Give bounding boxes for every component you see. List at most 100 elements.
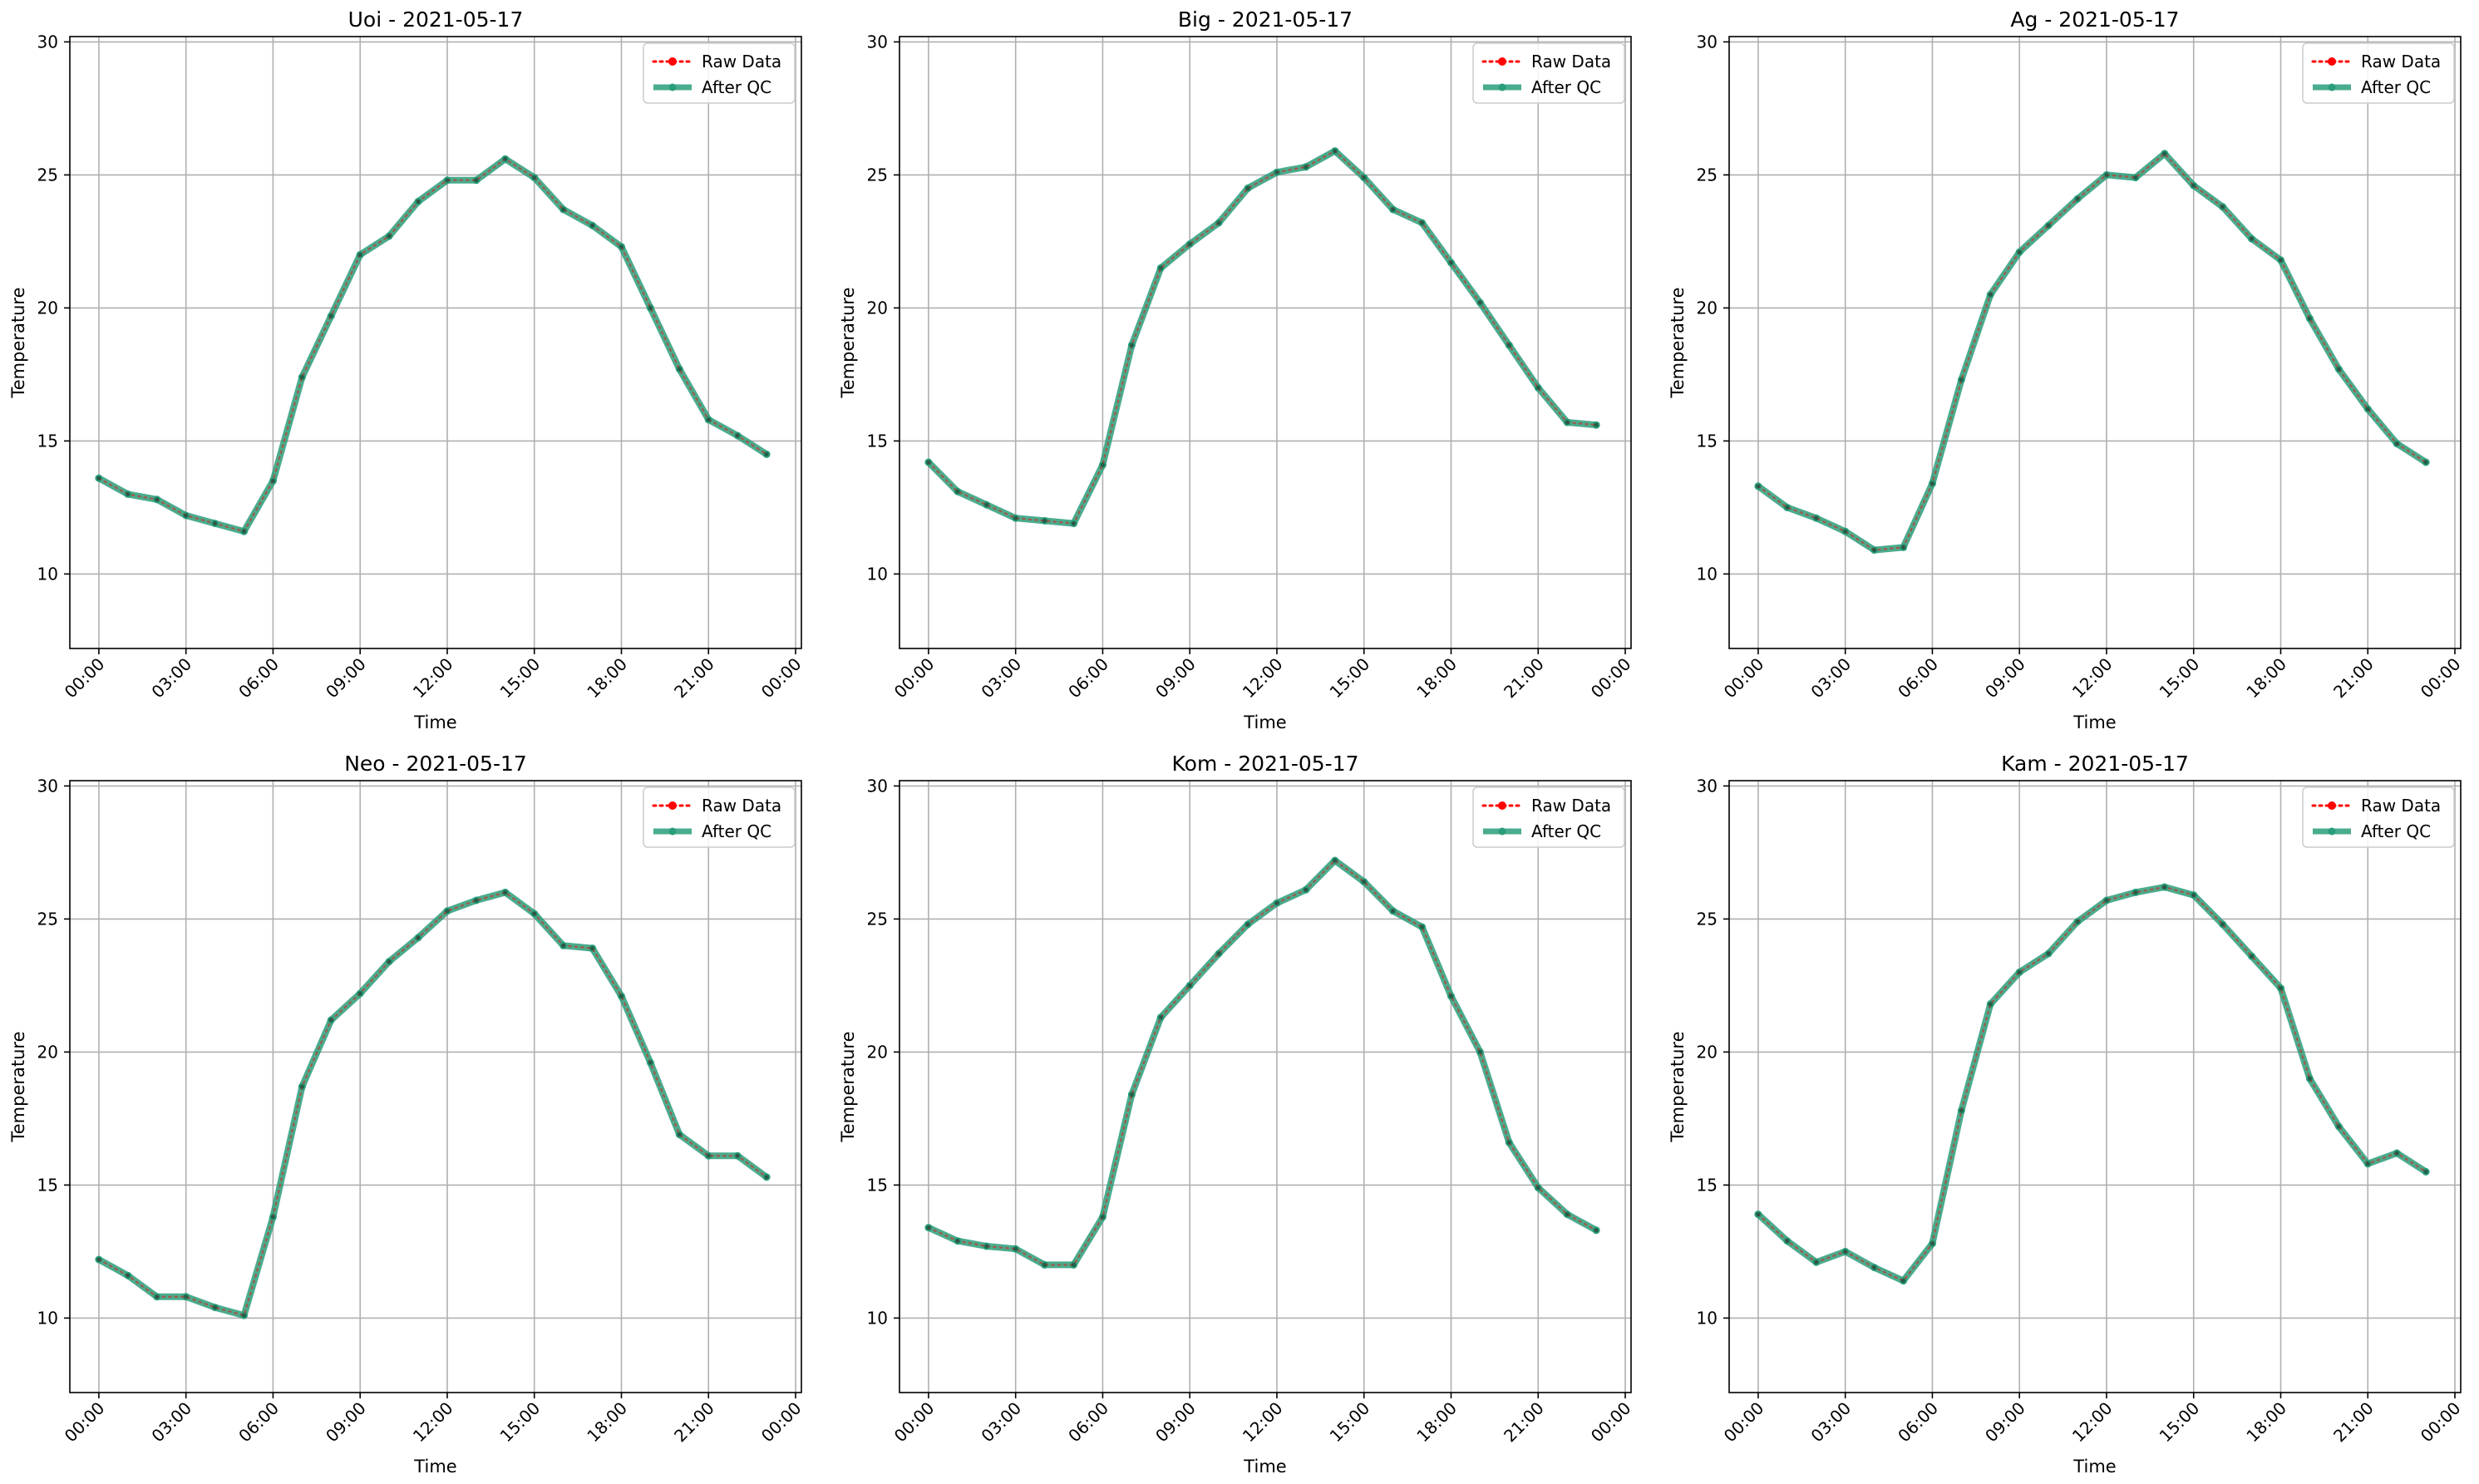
legend-marker-raw-data <box>668 801 677 810</box>
x-tick-label: 00:00 <box>1720 1398 1768 1447</box>
series-line-after-qc <box>1756 150 2428 554</box>
data-point-raw-data <box>1042 518 1047 524</box>
data-point-raw-data <box>1594 422 1599 427</box>
legend-marker-after-qc <box>2328 83 2336 91</box>
series-line-raw-data <box>927 859 1598 1266</box>
data-point-raw-data <box>2133 890 2138 895</box>
data-point-raw-data <box>1013 515 1018 520</box>
data-point-raw-data <box>155 1294 160 1299</box>
data-point-raw-data <box>2365 1161 2370 1166</box>
data-point-raw-data <box>503 156 508 161</box>
axes-frame <box>1728 36 2462 649</box>
x-tick-label: 12:00 <box>2068 1398 2117 1447</box>
data-point-raw-data <box>1843 1249 1848 1254</box>
data-point-raw-data <box>126 491 131 497</box>
data-point-raw-data <box>387 234 392 239</box>
x-tick-label: 00:00 <box>2417 1398 2465 1447</box>
x-tick-label: 15:00 <box>2156 1398 2204 1447</box>
data-point-raw-data <box>445 178 450 183</box>
data-point-raw-data <box>2104 172 2109 177</box>
data-point-raw-data <box>1304 165 1308 170</box>
legend-label-raw-data: Raw Data <box>702 796 781 816</box>
data-point-raw-data <box>706 417 711 422</box>
x-tick-label: 15:00 <box>1326 1398 1374 1447</box>
data-point-raw-data <box>648 1060 653 1065</box>
data-point-raw-data <box>1872 1265 1877 1270</box>
x-axis-label: Time <box>413 712 456 732</box>
series-line-after-qc <box>96 889 769 1319</box>
y-tick-label: 30 <box>1697 776 1718 796</box>
data-point-raw-data <box>2162 885 2167 890</box>
legend-label-after-qc: After QC <box>2361 821 2431 841</box>
data-point-raw-data <box>184 513 189 518</box>
y-tick-label: 20 <box>867 1042 888 1062</box>
y-tick-label: 10 <box>37 564 58 584</box>
data-point-raw-data <box>2365 407 2370 412</box>
legend-marker-raw-data <box>1498 57 1506 66</box>
y-tick-label: 25 <box>1697 165 1718 185</box>
data-point-raw-data <box>1304 887 1308 892</box>
x-tick-label: 21:00 <box>670 654 718 703</box>
subplot: 10 15 20 25 30 00:00 03:00 06:00 09:00 12:00 15:00… <box>838 752 1635 1477</box>
y-tick-label: 30 <box>37 776 58 796</box>
x-tick-label: 03:00 <box>977 654 1025 703</box>
y-tick-label: 20 <box>37 1042 58 1062</box>
x-tick-label: 00:00 <box>890 1398 939 1447</box>
data-point-raw-data <box>2249 954 2255 959</box>
data-point-raw-data <box>1391 909 1396 914</box>
x-tick-label: 09:00 <box>322 654 370 703</box>
data-point-raw-data <box>648 305 653 310</box>
legend: Raw Data After QC <box>2302 786 2455 848</box>
legend: Raw Data After QC <box>643 786 796 848</box>
data-point-raw-data <box>2133 175 2138 180</box>
data-point-raw-data <box>1959 1108 1964 1113</box>
x-tick-label: 00:00 <box>890 654 939 703</box>
legend-marker-raw-data <box>2328 57 2336 66</box>
y-tick-label: 15 <box>37 1175 58 1195</box>
data-point-raw-data <box>241 529 247 534</box>
data-point-raw-data <box>1419 220 1425 225</box>
x-tick-label: 09:00 <box>1151 654 1200 703</box>
y-tick-label: 15 <box>37 431 58 451</box>
x-tick-label: 00:00 <box>2417 654 2465 703</box>
legend-marker-raw-data <box>1498 801 1506 810</box>
y-tick-label: 10 <box>1697 1308 1718 1328</box>
data-point-raw-data <box>735 1153 740 1158</box>
x-tick-label: 06:00 <box>1064 654 1112 703</box>
data-point-raw-data <box>126 1273 131 1278</box>
data-point-raw-data <box>1391 207 1396 212</box>
data-point-raw-data <box>1506 1140 1511 1145</box>
x-tick-label: 00:00 <box>1587 654 1635 703</box>
data-point-raw-data <box>184 1294 189 1299</box>
data-point-raw-data <box>1274 900 1279 905</box>
data-point-raw-data <box>474 178 479 183</box>
x-axis-label: Time <box>2072 712 2116 732</box>
y-tick-label: 25 <box>867 909 888 929</box>
x-tick-label: 18:00 <box>583 1398 631 1447</box>
legend-label-raw-data: Raw Data <box>702 52 781 71</box>
x-tick-label: 03:00 <box>977 1398 1025 1447</box>
data-point-raw-data <box>1565 420 1570 425</box>
data-point-raw-data <box>1477 1049 1483 1054</box>
data-point-raw-data <box>1419 924 1425 929</box>
data-point-raw-data <box>445 909 450 914</box>
data-point-raw-data <box>2017 249 2022 254</box>
x-tick-label: 15:00 <box>2156 654 2204 703</box>
y-tick-label: 20 <box>1697 1042 1718 1062</box>
data-point-raw-data <box>2075 196 2080 201</box>
series-line-raw-data <box>927 150 1598 525</box>
legend-label-raw-data: Raw Data <box>2361 52 2441 71</box>
data-point-raw-data <box>589 946 595 951</box>
x-axis-label: Time <box>2072 1457 2116 1477</box>
x-tick-label: 18:00 <box>1412 654 1461 703</box>
data-point-raw-data <box>96 1257 101 1262</box>
x-tick-label: 12:00 <box>1239 1398 1287 1447</box>
data-point-raw-data <box>1448 260 1454 265</box>
y-tick-label: 10 <box>1697 564 1718 584</box>
data-point-raw-data <box>1506 343 1511 348</box>
y-tick-label: 25 <box>1697 909 1718 929</box>
y-tick-label: 30 <box>867 776 888 796</box>
y-tick-label: 20 <box>867 298 888 318</box>
data-point-raw-data <box>1362 175 1367 180</box>
